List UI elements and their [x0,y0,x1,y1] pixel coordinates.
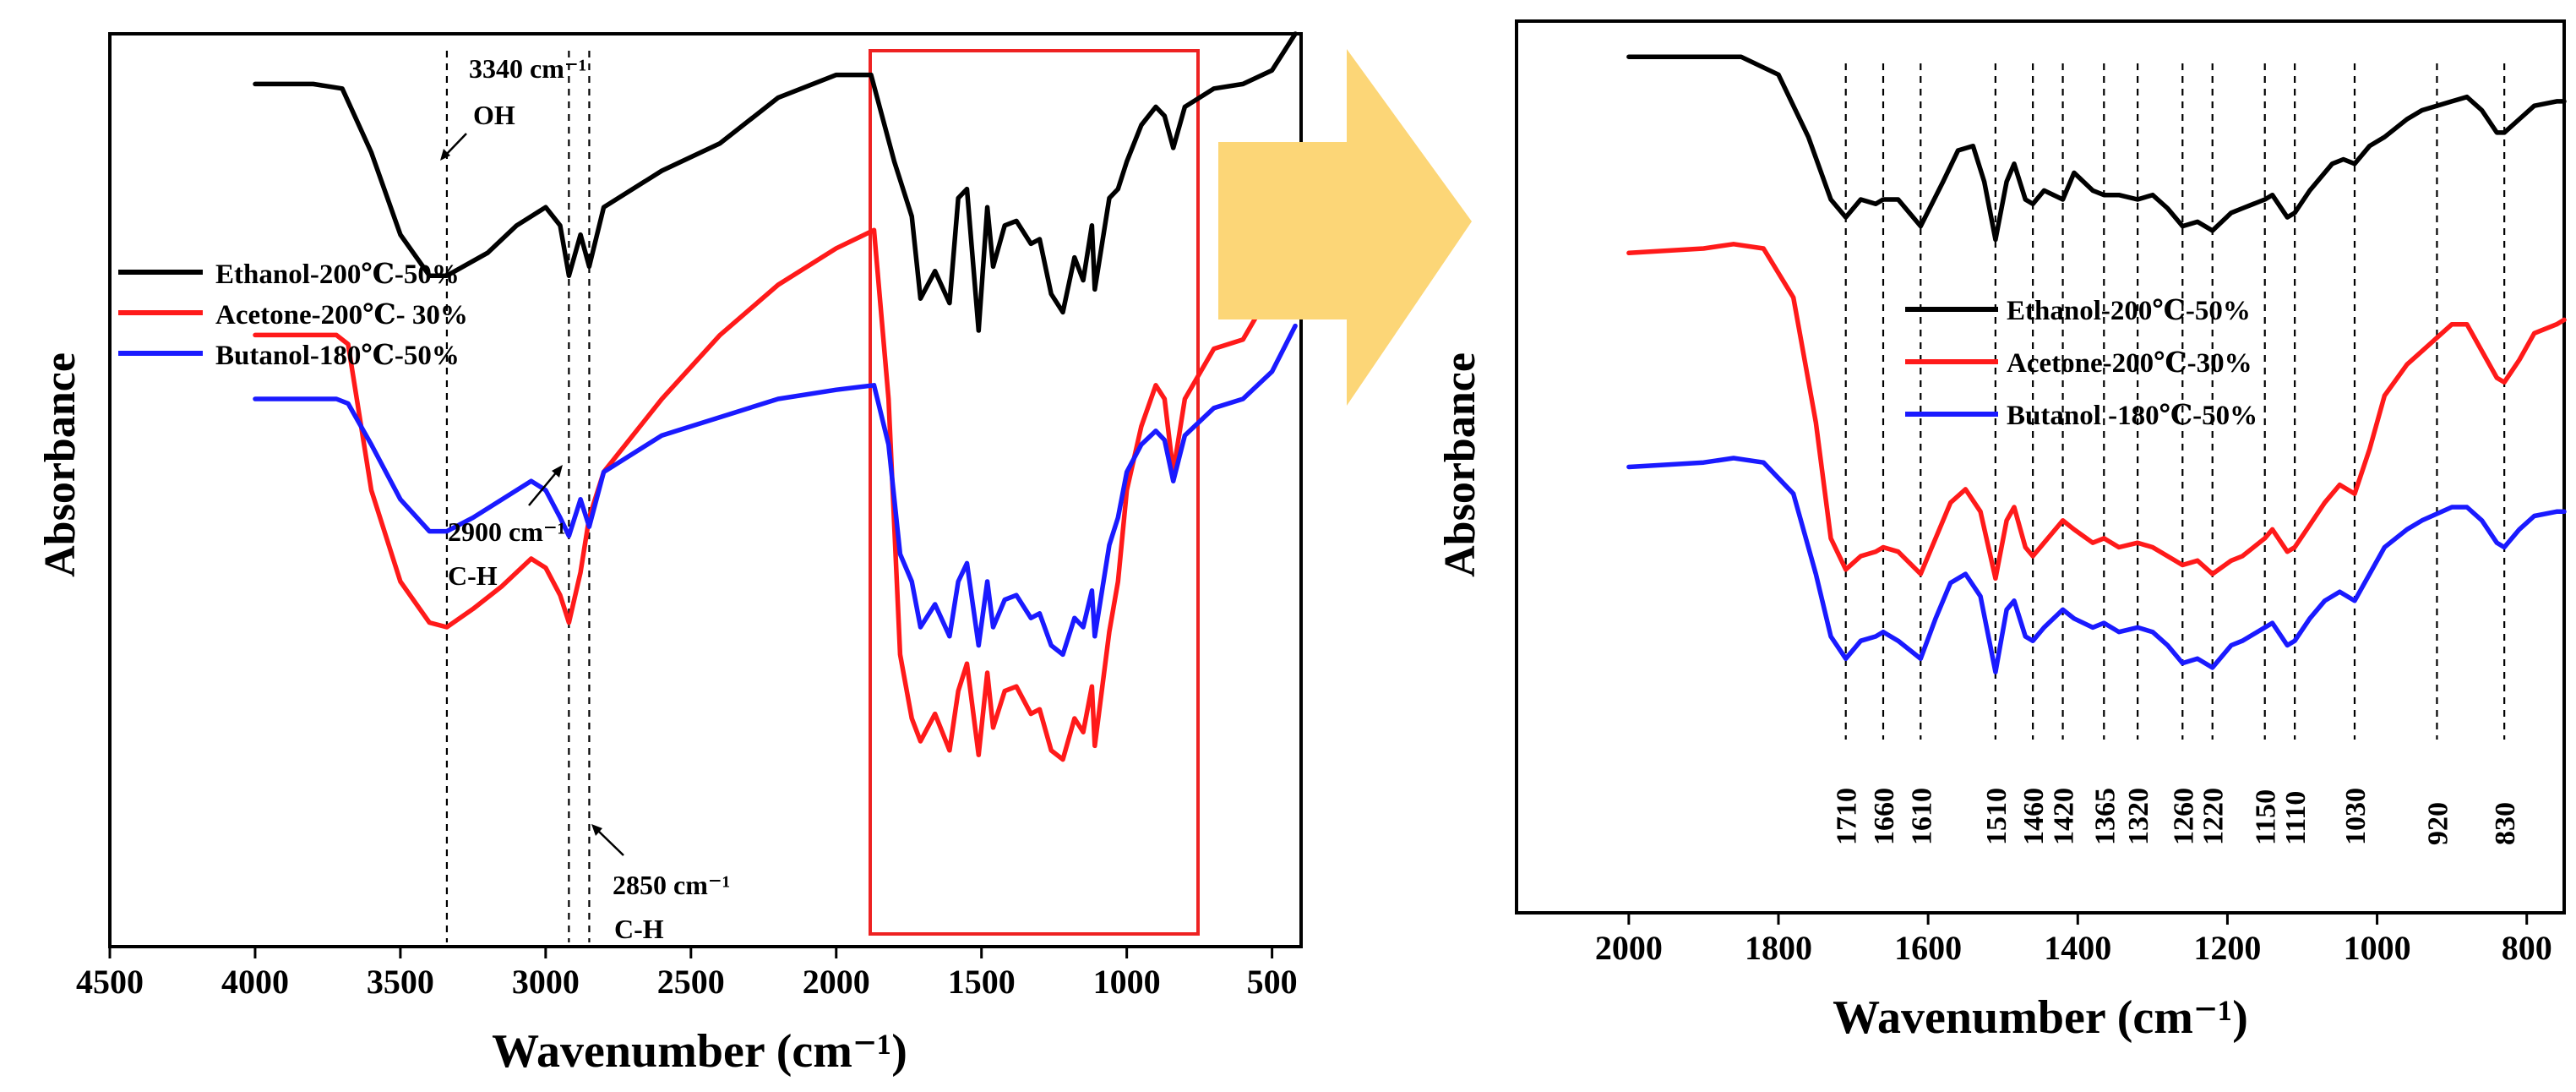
right-reference-label: 1260 [2168,788,2199,845]
left-chart: Absorbance 4500 4000 3500 3000 2500 2000 1500 1… [36,31,1303,1078]
legend2-label-ethanol: Ethanol-200℃-50% [2007,296,2251,326]
annotation-oh-arrow [444,133,467,156]
right-reference-label: 1660 [1869,788,1900,845]
legend-label-ethanol: Ethanol-200℃-50% [215,259,460,290]
right-reference-label: 1150 [2251,789,2282,845]
right-x-tick-label: 1400 [2044,929,2111,967]
left-x-tick-label: 1000 [1093,963,1161,1001]
annotation-oh-line2: OH [473,100,515,130]
right-reference-label: 830 [2490,802,2521,845]
right-reference-label: 1220 [2198,788,2230,845]
right-plot-frame [1515,19,2566,915]
right-reference-label: 920 [2422,802,2453,845]
right-series-group [1626,54,2567,674]
right-series-line [1626,54,2567,243]
left-x-tick-label: 4000 [221,963,289,1001]
left-x-tick-label: 3500 [367,963,434,1001]
annotation-ch-2900: 2900 cm⁻¹ C-H [448,465,565,591]
annotation-2900-line1: 2900 cm⁻¹ [448,516,565,547]
zoom-arrow [1218,49,1472,406]
left-series-line [253,31,1298,333]
annotation-2850-arrow [596,828,624,856]
annotation-2900-line2: C-H [448,560,498,591]
right-reference-label: 1610 [1906,788,1937,845]
right-x-tick-label: 800 [2502,929,2552,967]
right-x-tick-label: 1800 [1745,929,1812,967]
left-series-line [253,195,1298,762]
left-x-tick-label: 500 [1247,963,1298,1001]
annotation-2850-line2: C-H [614,914,664,944]
left-x-tick-label: 2500 [657,963,725,1001]
annotation-oh-arrowhead [440,149,450,161]
annotation-oh-line1: 3340 cm⁻¹ [469,53,586,84]
legend-label-butanol: Butanol-180℃-50% [215,341,460,371]
right-legend: Ethanol-200℃-50% Acetone-200℃-30% Butano… [1905,296,2257,431]
annotation-ch-2850: 2850 cm⁻¹ C-H [591,824,730,944]
right-series-line [1626,456,2567,674]
right-chart: Absorbance 2000 1800 1600 1400 1200 1000 800 1… [1436,19,2567,1044]
right-reference-label: 1110 [2280,791,2312,845]
right-x-label: Wavenumber (cm⁻¹) [1833,991,2248,1044]
right-x-ticks: 2000 1800 1600 1400 1200 1000 800 [1595,913,2552,967]
annotation-oh: 3340 cm⁻¹ OH [440,53,586,161]
right-series-line [1626,242,2567,581]
legend2-label-butanol: Butanol -180℃-50% [2007,401,2257,431]
left-legend: Ethanol-200℃-50% Acetone-200℃- 30% Butan… [118,259,468,371]
left-series-line [253,323,1298,658]
right-reference-label: 1030 [2340,788,2372,845]
annotation-2900-arrowhead [552,465,563,478]
left-x-tick-label: 1500 [948,963,1016,1001]
right-x-tick-label: 1600 [1894,929,1962,967]
legend-label-acetone: Acetone-200℃- 30% [215,300,468,330]
right-reference-label: 1710 [1832,788,1863,845]
right-reference-label: 1320 [2123,788,2154,845]
left-series-group [253,31,1298,762]
left-x-tick-label: 4500 [76,963,144,1001]
annotation-2900-arrow [528,470,558,506]
right-reference-label: 1365 [2089,788,2121,845]
right-x-tick-label: 1000 [2344,929,2411,967]
right-reference-label: 1510 [1981,788,2012,845]
left-reference-lines [445,51,591,942]
annotation-2850-arrowhead [591,824,602,836]
left-x-tick-label: 3000 [512,963,580,1001]
right-y-label: Absorbance [1436,352,1484,577]
left-x-label: Wavenumber (cm⁻¹) [492,1025,907,1078]
right-x-tick-label: 2000 [1595,929,1663,967]
legend2-label-acetone: Acetone-200℃-30% [2007,348,2252,379]
left-highlight-box [869,49,1200,936]
right-reference-label: 1460 [2018,788,2050,845]
left-x-ticks: 4500 4000 3500 3000 2500 2000 1500 1000 500 [76,947,1298,1001]
left-x-tick-label: 2000 [803,963,870,1001]
right-reference-label: 1420 [2049,788,2080,845]
annotation-2850-line1: 2850 cm⁻¹ [613,870,730,900]
left-y-label: Absorbance [36,352,84,577]
right-x-tick-label: 1200 [2193,929,2261,967]
left-plot-frame [108,32,1303,948]
